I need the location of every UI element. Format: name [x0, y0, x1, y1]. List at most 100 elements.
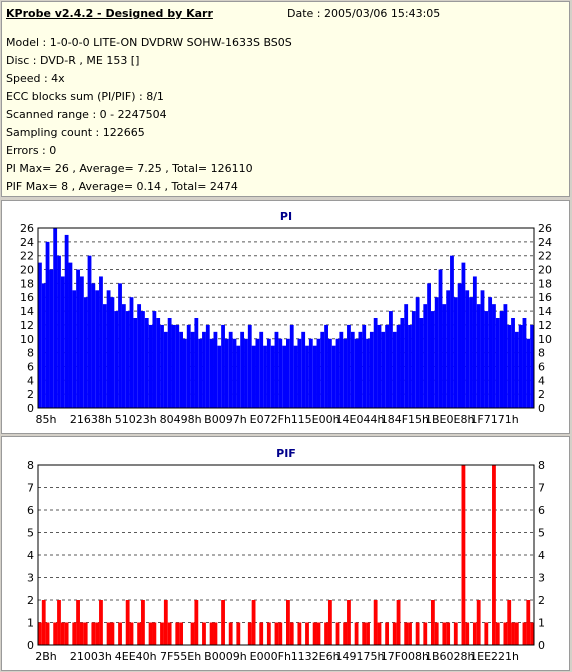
pif-y-tick-right: 7	[538, 482, 545, 495]
pif-bar	[461, 465, 466, 645]
pi-bar	[64, 234, 69, 408]
pif-y-tick-right: 3	[538, 572, 545, 585]
info-panel: KProbe v2.4.2 - Designed by Karr Date : …	[1, 1, 570, 197]
pi-bar	[457, 283, 462, 408]
pif-bar	[423, 622, 428, 645]
pif-y-tick-left: 0	[27, 639, 34, 652]
pif-bar	[106, 622, 111, 645]
pif-bar	[415, 622, 420, 645]
pi-bar	[175, 324, 180, 408]
pi-bar	[335, 338, 340, 408]
pif-bar	[442, 622, 447, 645]
pif-bar	[396, 600, 401, 645]
pi-bar	[293, 345, 298, 408]
info-errors: Errors : 0	[6, 144, 57, 157]
pif-bar	[221, 600, 225, 645]
pif-bar	[167, 622, 172, 645]
pi-x-tick-label: 1BE0E8h	[425, 413, 474, 426]
pi-bar	[121, 304, 126, 408]
pi-bar	[163, 331, 168, 408]
pif-bar	[228, 622, 233, 645]
pif-bar	[305, 622, 309, 645]
pi-x-tick-label: 51023h	[115, 413, 157, 426]
info-disc: Disc : DVD-R , ME 153 []	[6, 54, 140, 67]
pif-bar	[430, 600, 435, 645]
pi-bar	[430, 311, 435, 408]
pi-bar	[442, 304, 447, 408]
info-model: Model : 1-0-0-0 LITE-ON DVDRW SOHW-1633S…	[6, 36, 292, 49]
pif-y-tick-right: 1	[538, 617, 545, 630]
pif-bar	[38, 622, 42, 645]
pif-chart-panel: PIF 0 0 1 1 2 2 3 3 4 4 5 5 6 6 7 7 8 8 2Bh 21003h 4EE40h 7F55…	[1, 436, 570, 671]
pi-bar	[57, 255, 61, 408]
pif-x-tick-label: B0009h	[204, 650, 247, 663]
pif-bar	[163, 600, 168, 645]
pif-bar	[522, 622, 527, 645]
pi-bar	[305, 345, 309, 408]
pi-bar	[377, 324, 382, 408]
pi-bar	[244, 338, 248, 408]
pi-bar	[316, 338, 321, 408]
pi-y-tick-left: 20	[20, 264, 34, 277]
pi-bar	[278, 338, 283, 408]
pif-bar	[446, 622, 451, 645]
pi-bar	[182, 338, 187, 408]
pif-bar	[76, 600, 80, 645]
pif-bar	[152, 622, 157, 645]
pi-bar	[327, 338, 332, 408]
pi-bar	[79, 276, 84, 408]
pi-bar	[53, 228, 58, 408]
pi-bar	[446, 290, 451, 408]
pi-bar	[213, 331, 218, 408]
pif-bar	[476, 600, 481, 645]
pif-y-tick-right: 0	[538, 639, 545, 652]
pif-bar	[209, 622, 214, 645]
pi-y-tick-right: 18	[538, 277, 552, 290]
pi-y-tick-left: 10	[20, 333, 34, 346]
pi-bar	[137, 304, 142, 408]
pi-y-tick-left: 4	[27, 374, 34, 387]
pi-chart-title: PI	[280, 210, 292, 223]
pif-bar	[60, 622, 65, 645]
pi-y-tick-right: 24	[538, 236, 552, 249]
pi-bar	[392, 331, 397, 408]
pif-bar	[347, 600, 351, 645]
pif-bar	[385, 622, 390, 645]
pif-bar	[125, 600, 130, 645]
pif-bar	[373, 600, 378, 645]
pi-bar	[270, 345, 275, 408]
pif-bar	[484, 622, 489, 645]
pif-bar	[362, 622, 367, 645]
pi-bar	[114, 311, 119, 408]
pi-plot-frame	[37, 227, 535, 409]
pif-bar	[53, 622, 58, 645]
pif-bar	[95, 622, 100, 645]
pi-bar	[347, 324, 351, 408]
pif-bar	[179, 622, 183, 645]
pif-bar	[465, 622, 470, 645]
pif-y-tick-right: 5	[538, 527, 545, 540]
pi-y-tick-left: 8	[27, 347, 34, 360]
pif-bar	[377, 622, 382, 645]
pif-bar	[129, 622, 134, 645]
pi-bar	[476, 304, 481, 408]
pi-bar	[320, 331, 325, 408]
pi-bar	[240, 331, 245, 408]
pi-bar	[423, 304, 428, 408]
pi-bar	[87, 255, 92, 408]
pif-bar	[247, 622, 252, 645]
pi-bar	[247, 324, 252, 408]
pif-bar	[213, 622, 218, 645]
pif-bar	[190, 622, 195, 645]
pi-bar	[438, 269, 443, 408]
pi-bar	[518, 324, 523, 408]
pif-bar	[194, 600, 199, 645]
pif-x-tick-label: 4EE40h	[115, 650, 157, 663]
pi-bar	[526, 338, 531, 408]
pif-bar	[408, 622, 412, 645]
pi-bar	[404, 304, 409, 408]
pif-x-tick-label: 1132E6h	[291, 650, 340, 663]
pif-y-tick-right: 6	[538, 504, 545, 517]
pif-y-tick-right: 2	[538, 594, 545, 607]
pi-bar	[129, 297, 134, 408]
